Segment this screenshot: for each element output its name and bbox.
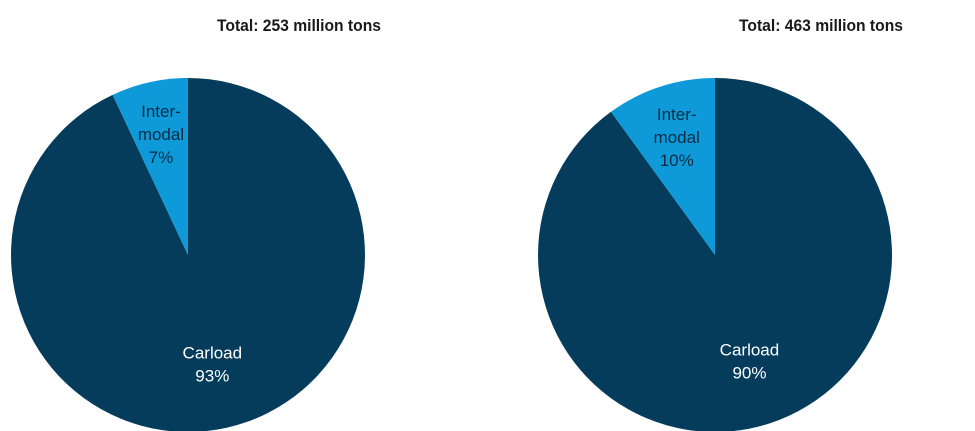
pie-chart-right: Total: 463 million tons Carload 90% Inter-…: [505, 0, 975, 431]
pie-svg-left: Carload 93% Inter-modal 7%: [11, 78, 365, 431]
slice-label-carload-right: Carload 90%: [720, 341, 780, 383]
pie-slice-carload-left: [11, 78, 365, 431]
chart-title-left: Total: 253 million tons: [217, 16, 381, 35]
pie-svg-right: Carload 90% Inter-modal 10%: [538, 78, 892, 431]
pie-slice-intermodal-left: [112, 78, 188, 255]
pie-slice-carload-right: [538, 78, 892, 431]
pie-slice-intermodal-right: [610, 78, 715, 255]
slice-label-intermodal-right: Inter-modal 10%: [654, 105, 700, 170]
slice-label-carload-left: Carload 93%: [183, 343, 243, 385]
slice-label-intermodal-left: Inter-modal 7%: [138, 102, 184, 167]
pie-chart-left: Total: 253 million tons Carload 93% Inter-…: [0, 0, 470, 431]
chart-title-right: Total: 463 million tons: [739, 16, 903, 35]
